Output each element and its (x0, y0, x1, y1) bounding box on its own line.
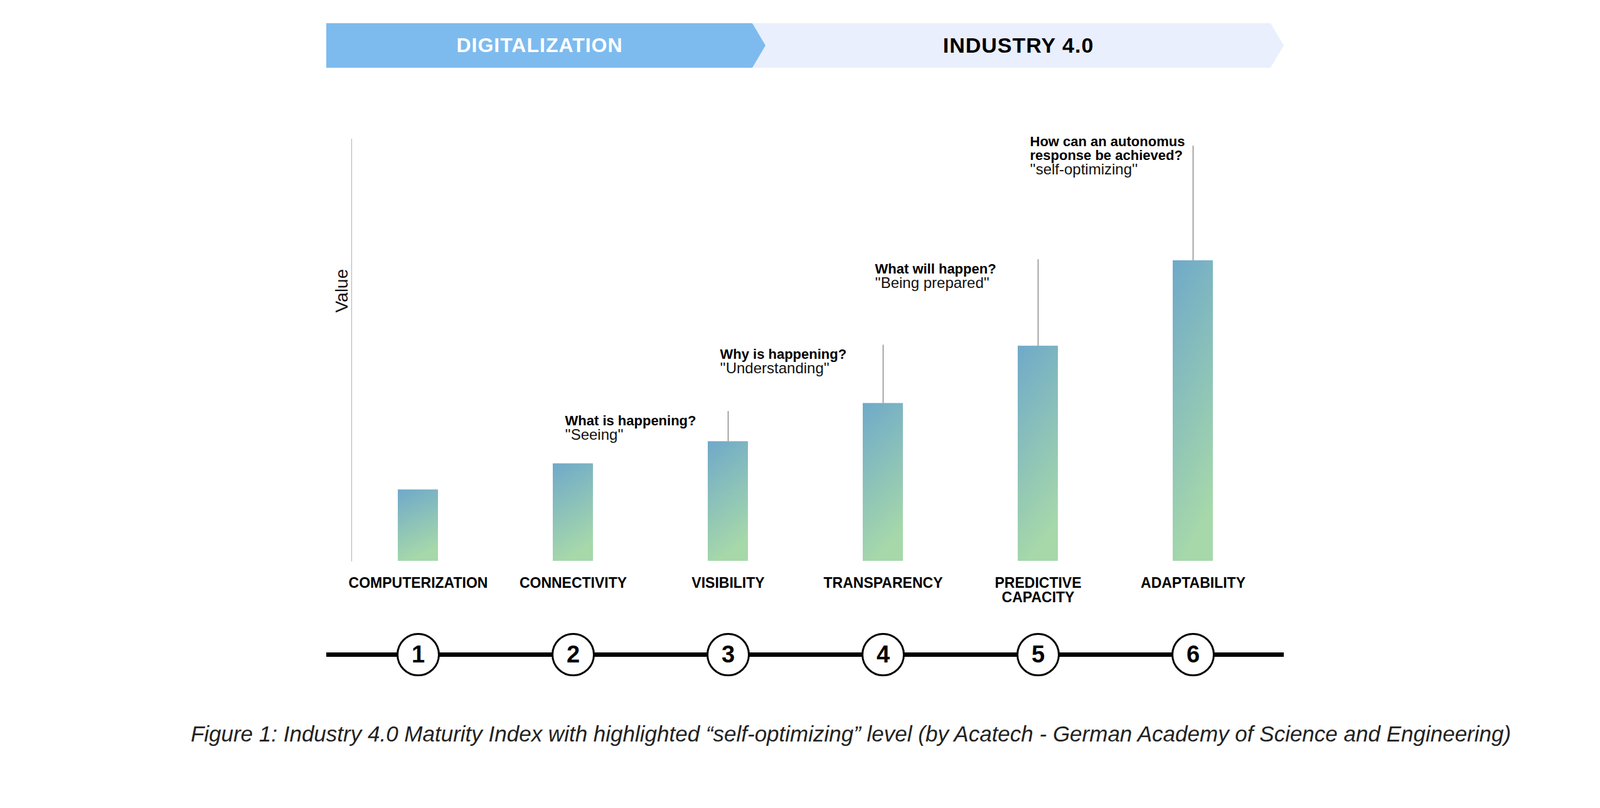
svg-text:What is happening?: What is happening? (565, 412, 697, 429)
svg-text:''Understanding'': ''Understanding'' (720, 359, 830, 377)
svg-text:What will happen?: What will happen? (874, 260, 997, 277)
svg-text:ADAPTABILITY: ADAPTABILITY (1140, 574, 1246, 592)
svg-text:PREDICTIVECAPACITY: PREDICTIVECAPACITY (994, 574, 1082, 606)
svg-text:6: 6 (1186, 641, 1200, 668)
svg-text:1: 1 (411, 641, 425, 668)
svg-text:''Seeing'': ''Seeing'' (565, 426, 624, 443)
svg-text:''self-optimizing'': ''self-optimizing'' (1030, 160, 1139, 178)
html-text:INDUSTRY 4.0: INDUSTRY 4.0 (942, 33, 1094, 58)
svg-text:How can an autonomusresponse b: How can an autonomusresponse be achieved… (1030, 133, 1186, 164)
svg-text:VISIBILITY: VISIBILITY (691, 574, 765, 592)
svg-text:2: 2 (566, 641, 580, 668)
svg-text:TRANSPARENCY: TRANSPARENCY (823, 574, 944, 592)
html-text:Figure 1: Industry 4.0 Maturit: Figure 1: Industry 4.0 Maturity Index wi… (190, 721, 1511, 747)
svg-text:5: 5 (1031, 641, 1045, 668)
svg-text:Value: Value (331, 269, 352, 314)
svg-text:''Being prepared'': ''Being prepared'' (875, 274, 990, 292)
svg-text:Why is happening?: Why is happening? (720, 346, 847, 363)
html-text:DIGITALIZATION: DIGITALIZATION (456, 33, 623, 57)
svg-text:CONNECTIVITY: CONNECTIVITY (519, 574, 627, 592)
svg-text:COMPUTERIZATION: COMPUTERIZATION (348, 574, 489, 592)
svg-text:3: 3 (721, 641, 735, 668)
svg-text:4: 4 (876, 641, 890, 668)
